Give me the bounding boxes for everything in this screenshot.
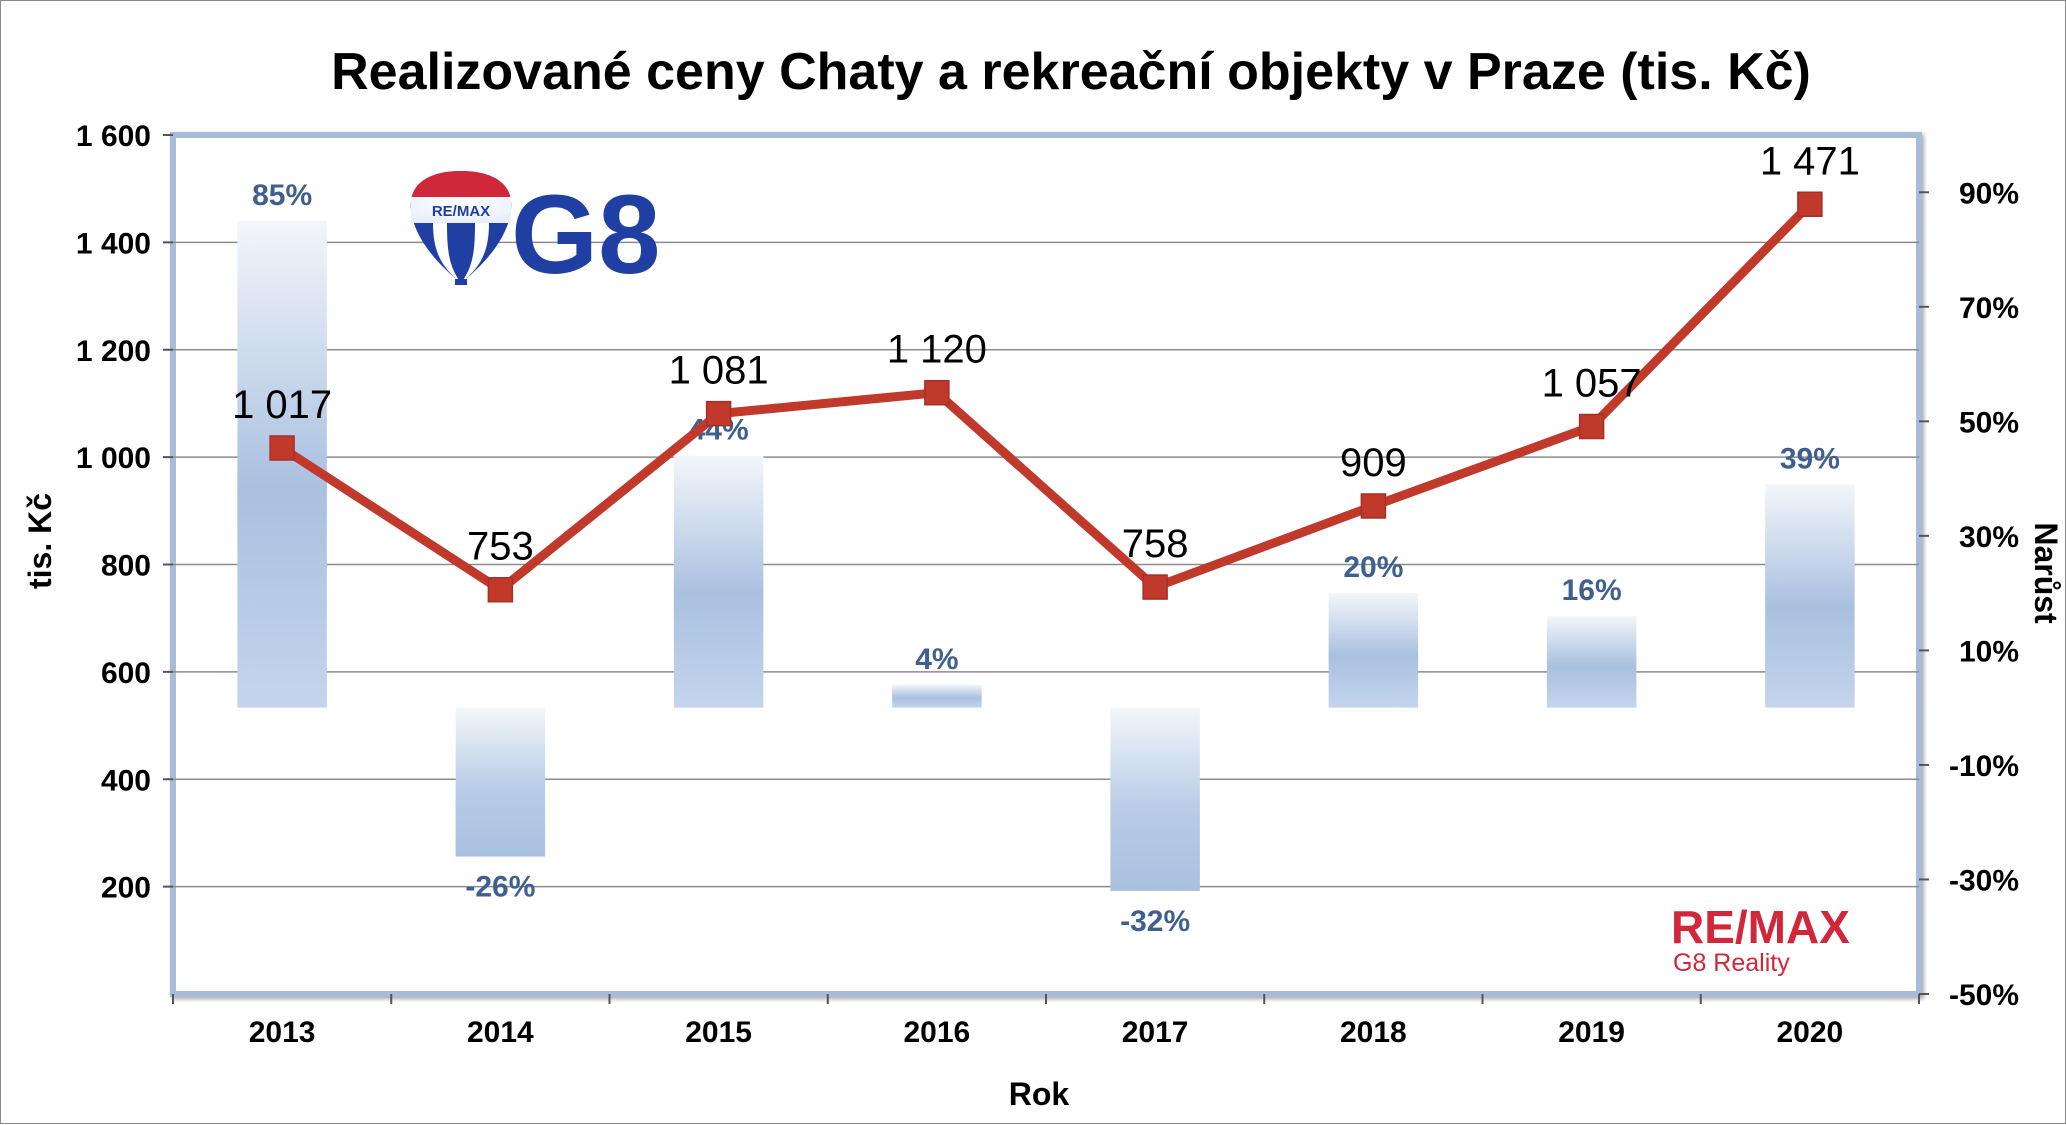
price-point-marker	[1797, 191, 1823, 218]
left-tick-label: 400	[101, 764, 151, 797]
chart-title: Realizované ceny Chaty a rekreační objek…	[331, 43, 1811, 101]
x-tick-label: 2017	[1122, 1016, 1189, 1049]
x-tick-label: 2020	[1777, 1016, 1844, 1049]
growth-bar	[1328, 593, 1419, 708]
price-data-label: 1 120	[887, 328, 987, 372]
price-point-marker	[269, 435, 295, 461]
price-point-marker	[1142, 574, 1168, 600]
right-tick-label: -10%	[1949, 750, 2019, 783]
right-axis-ticks: -50% -30% -10% 10% 30% 50% 70% 90%	[1919, 177, 2019, 1012]
price-point-marker	[1360, 493, 1387, 519]
x-axis-ticks: 2013 2014 2015 2016 2017 2018 2019 2020	[172, 994, 1920, 1049]
left-tick-label: 1 000	[76, 442, 151, 475]
price-data-label: 1 081	[669, 349, 769, 393]
price-point-marker	[487, 576, 514, 603]
left-tick-label: 1 600	[76, 120, 151, 153]
x-tick-label: 2014	[467, 1016, 534, 1049]
growth-bar	[673, 455, 764, 708]
right-tick-label: -50%	[1949, 979, 2019, 1012]
price-line: 1 017 753 1 081 1 120 758 909 1 057 1 471	[232, 139, 1860, 603]
price-point-marker	[705, 400, 732, 427]
x-tick-label: 2018	[1340, 1016, 1407, 1049]
remax-wordmark-logo: RE/MAX G8 Reality	[1671, 901, 1850, 977]
remax-g8-logo: RE/MAX G8	[410, 171, 660, 297]
x-axis-title: Rok	[1009, 1076, 1070, 1112]
price-data-label: 753	[467, 525, 534, 569]
growth-data-label: -26%	[465, 871, 535, 904]
growth-data-label: 4%	[915, 643, 958, 676]
left-tick-label: 1 400	[76, 227, 151, 260]
growth-bar	[1546, 616, 1637, 708]
growth-data-label: -32%	[1120, 905, 1190, 938]
right-axis-title: Narůst	[2028, 522, 2064, 624]
growth-bar	[1765, 484, 1855, 708]
x-tick-label: 2013	[249, 1016, 316, 1049]
right-tick-label: 90%	[1959, 177, 2019, 210]
growth-data-label: 16%	[1562, 574, 1622, 607]
price-data-label: 1 017	[232, 383, 332, 427]
left-tick-label: 200	[101, 872, 151, 905]
x-tick-label: 2019	[1558, 1016, 1625, 1049]
right-tick-label: 30%	[1959, 521, 2019, 554]
left-axis-title: tis. Kč	[22, 493, 58, 589]
growth-data-label: 39%	[1780, 442, 1840, 475]
remax-wordmark: RE/MAX	[1671, 901, 1850, 953]
growth-bar	[455, 707, 546, 857]
growth-bar	[892, 684, 982, 708]
price-series-line	[279, 201, 1814, 595]
x-tick-label: 2015	[685, 1016, 752, 1049]
price-data-label: 1 471	[1760, 139, 1860, 183]
left-tick-label: 800	[101, 550, 151, 583]
growth-bars: 85%-26%44%4%-32%20%16%39%	[237, 179, 1855, 938]
balloon-text: RE/MAX	[432, 203, 490, 220]
growth-data-label: 85%	[252, 179, 312, 212]
g8-logo-text: G8	[511, 172, 660, 297]
left-tick-label: 600	[101, 657, 151, 690]
price-point-marker	[924, 379, 950, 406]
remax-subtitle: G8 Reality	[1673, 949, 1790, 977]
left-tick-label: 1 200	[76, 335, 151, 368]
growth-data-label: 20%	[1343, 551, 1403, 584]
price-data-label: 909	[1340, 441, 1407, 485]
right-tick-label: 70%	[1959, 292, 2019, 325]
right-tick-label: -30%	[1949, 864, 2019, 897]
price-data-label: 1 057	[1542, 362, 1642, 406]
growth-bar	[1110, 707, 1200, 891]
remax-balloon-icon: RE/MAX	[410, 171, 512, 285]
price-data-label: 758	[1122, 522, 1189, 566]
left-axis-ticks: 200 400 600 800 1 000 1 200 1 400 1 600	[76, 120, 173, 905]
x-tick-label: 2016	[904, 1016, 971, 1049]
price-point-marker	[1578, 413, 1605, 440]
right-tick-label: 50%	[1959, 406, 2019, 439]
right-tick-label: 10%	[1959, 635, 2019, 668]
